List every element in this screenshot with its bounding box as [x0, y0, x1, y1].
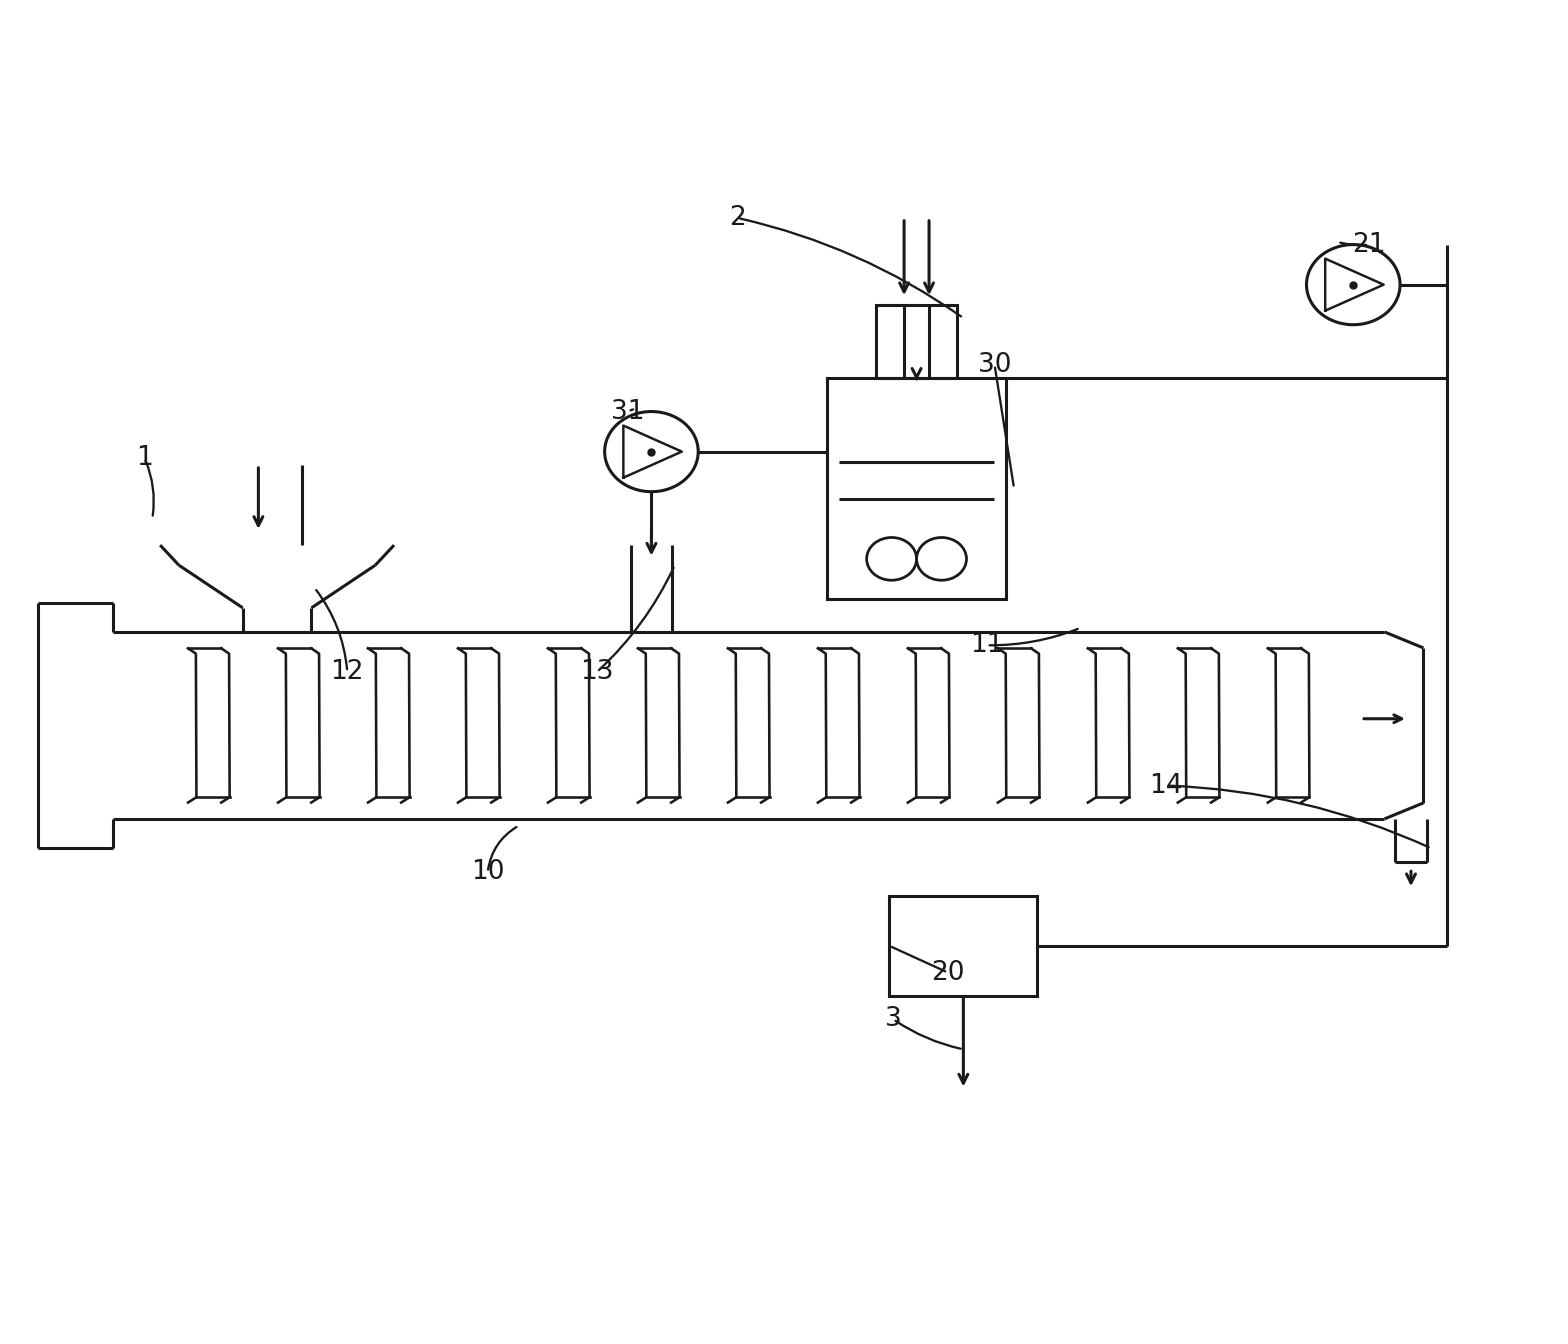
Text: 14: 14 — [1149, 773, 1182, 798]
Bar — [877, 305, 956, 378]
Bar — [826, 378, 1007, 598]
Text: 10: 10 — [470, 859, 505, 886]
Text: 12: 12 — [331, 659, 364, 685]
Text: 2: 2 — [729, 204, 746, 231]
Bar — [889, 895, 1038, 996]
Text: 11: 11 — [971, 632, 1004, 659]
Text: 31: 31 — [612, 399, 644, 425]
Text: 30: 30 — [978, 352, 1011, 378]
Text: 3: 3 — [884, 1007, 902, 1032]
Text: 20: 20 — [931, 960, 964, 985]
Text: 21: 21 — [1352, 231, 1386, 258]
Text: 1: 1 — [136, 445, 154, 472]
Text: 13: 13 — [580, 659, 613, 685]
